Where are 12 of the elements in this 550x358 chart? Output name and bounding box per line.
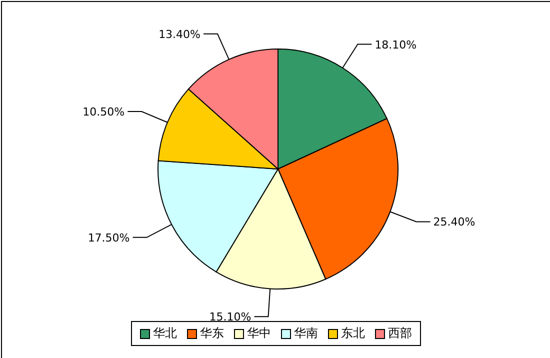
data-label: 18.10%	[374, 38, 417, 52]
legend-label: 东北	[341, 325, 365, 342]
data-label: 13.40%	[158, 28, 201, 41]
data-label: 17.50%	[88, 231, 130, 244]
legend-label: 西部	[388, 325, 412, 342]
legend-label: 华南	[294, 325, 318, 342]
data-label: 10.50%	[82, 106, 125, 119]
legend-label: 华北	[153, 325, 177, 342]
legend-label: 华中	[247, 325, 271, 342]
data-label: 25.40%	[433, 216, 476, 229]
legend-label: 华东	[200, 325, 224, 342]
data-label: 15.10%	[209, 310, 252, 324]
